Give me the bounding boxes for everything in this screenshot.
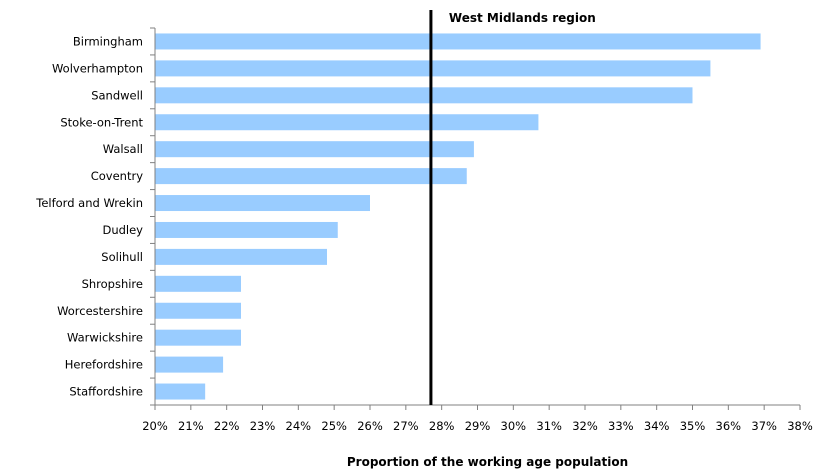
bar-stoke-on-trent <box>155 114 539 131</box>
category-label: Stoke-on-Trent <box>60 115 143 129</box>
category-label: Coventry <box>91 169 143 183</box>
category-label: Solihull <box>101 250 143 264</box>
bar-shropshire <box>155 275 241 292</box>
x-axis-title: Proportion of the working age population <box>347 455 628 469</box>
x-tick-label: 28% <box>429 419 455 433</box>
bar-solihull <box>155 248 327 265</box>
category-label: Wolverhampton <box>52 61 143 75</box>
bar-warwickshire <box>155 329 241 346</box>
x-tick-label: 20% <box>142 419 168 433</box>
bar-wolverhampton <box>155 60 711 77</box>
x-tick-label: 35% <box>680 419 706 433</box>
x-axis-ticks: 20% 21% 22% 23% 24% 25% 26% 27% 28% 29% 30% 31% 32% 3… <box>142 405 813 433</box>
category-label: Dudley <box>102 223 143 237</box>
bar-sandwell <box>155 87 693 104</box>
x-tick-label: 22% <box>214 419 240 433</box>
x-tick-label: 31% <box>536 419 562 433</box>
bar-telford-and-wrekin <box>155 195 370 212</box>
x-tick-label: 29% <box>465 419 491 433</box>
category-label: Worcestershire <box>57 304 143 318</box>
x-tick-label: 37% <box>751 419 777 433</box>
x-tick-label: 33% <box>608 419 634 433</box>
x-tick-label: 30% <box>501 419 527 433</box>
category-label: Shropshire <box>82 277 143 291</box>
bar-worcestershire <box>155 302 241 319</box>
x-tick-label: 26% <box>357 419 383 433</box>
bar-herefordshire <box>155 356 224 373</box>
x-tick-label: 24% <box>286 419 312 433</box>
x-tick-label: 25% <box>321 419 347 433</box>
x-tick-label: 23% <box>250 419 276 433</box>
category-label: Telford and Wrekin <box>35 196 143 210</box>
bar-coventry <box>155 168 467 185</box>
x-tick-label: 27% <box>393 419 419 433</box>
x-tick-label: 38% <box>787 419 813 433</box>
bar-dudley <box>155 221 338 238</box>
category-labels: Birmingham Wolverhampton Sandwell Stoke-on-… <box>35 27 155 406</box>
bar-walsall <box>155 141 474 158</box>
bars <box>155 33 761 400</box>
category-label: Staffordshire <box>69 385 143 399</box>
bar-birmingham <box>155 33 761 50</box>
x-tick-label: 21% <box>178 419 204 433</box>
category-label: Walsall <box>103 142 143 156</box>
category-label: Warwickshire <box>67 331 143 345</box>
x-tick-label: 36% <box>716 419 742 433</box>
x-tick-label: 34% <box>644 419 670 433</box>
reference-line-label: West Midlands region <box>449 11 596 25</box>
category-label: Sandwell <box>91 88 143 102</box>
category-label: Herefordshire <box>65 358 143 372</box>
category-label: Birmingham <box>73 34 143 48</box>
bar-staffordshire <box>155 383 206 400</box>
x-tick-label: 32% <box>572 419 598 433</box>
